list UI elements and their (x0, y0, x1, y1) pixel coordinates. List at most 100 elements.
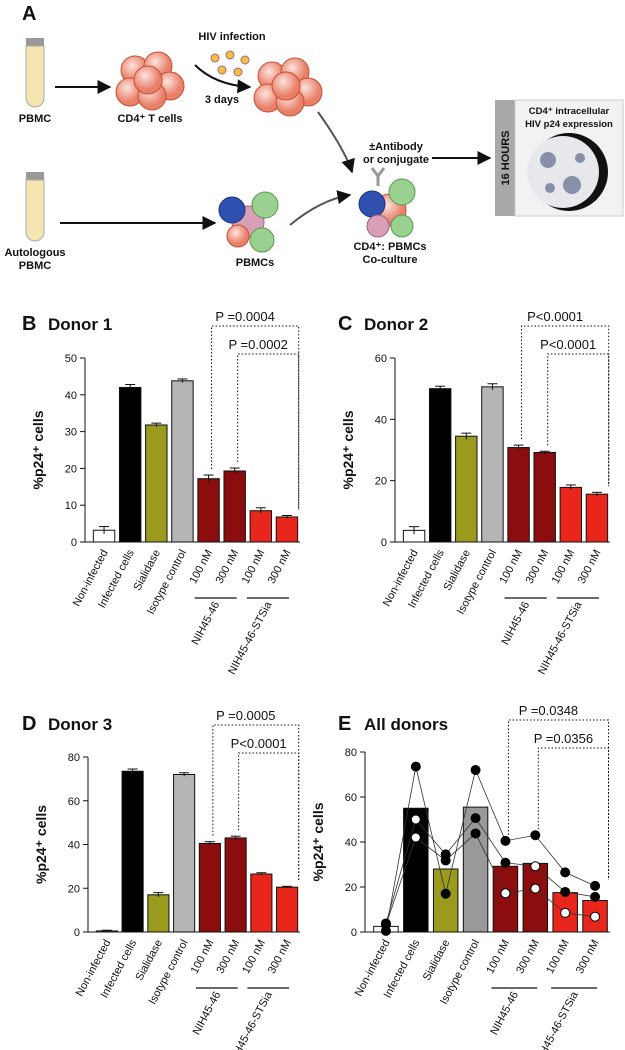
significance-label: P<0.0001 (231, 736, 287, 751)
time-bar (495, 100, 515, 216)
bar (432, 868, 459, 933)
x-tick-label: 100 nM (497, 548, 525, 586)
label: Autologous (4, 247, 65, 259)
significance-label: P =0.0005 (216, 708, 275, 723)
well (527, 136, 599, 208)
donor-point (410, 814, 421, 825)
x-tick-label: 300 nM (214, 938, 242, 976)
antibody-icon (370, 167, 386, 186)
bar (455, 435, 478, 543)
bar (197, 478, 220, 543)
label: PBMCs (236, 257, 275, 269)
x-tick-label: 300 nM (266, 938, 294, 976)
group-label: NIH45-46 (488, 990, 521, 1037)
y-tick-label: 10 (65, 500, 77, 512)
coculture-cells (358, 178, 416, 238)
bar (173, 774, 196, 933)
donor-point (560, 867, 571, 878)
x-tick-label: 300 nM (266, 548, 294, 586)
panel-a: A PBMC CD4⁺ T cells HIV infection 3 days… (4, 3, 624, 272)
y-tick-label: 20 (345, 882, 357, 894)
y-axis-label: %p24⁺ cells (340, 410, 356, 489)
significance-label: P<0.0001 (540, 337, 596, 352)
x-tick-label: 300 nM (514, 938, 542, 976)
label: 3 days (205, 94, 239, 106)
x-tick-label: 300 nM (576, 548, 604, 586)
bar (121, 770, 144, 933)
group-label: NIH45-46-STSia (226, 989, 275, 1050)
label: or conjugate (363, 154, 429, 166)
donor-line (385, 832, 596, 925)
arrow (194, 64, 252, 94)
y-tick-label: 60 (68, 796, 80, 808)
bar (275, 516, 299, 543)
bar (481, 386, 504, 543)
significance-label: P =0.0002 (228, 337, 287, 352)
chart-title: All donors (364, 715, 448, 734)
group-label: NIH45-46-STSia (226, 599, 275, 677)
charts: B Donor 1%p24⁺ cells01020304050Non-infect… (22, 309, 610, 1050)
tube (25, 45, 45, 108)
donor-point (470, 765, 481, 775)
donor-point (410, 761, 421, 772)
chart-title: Donor 3 (48, 715, 112, 734)
group-label: NIH45-46 (191, 990, 224, 1037)
bar (198, 842, 221, 933)
y-tick-label: 20 (375, 476, 387, 488)
group-label: NIH45-46 (500, 600, 533, 647)
bar (249, 510, 273, 543)
donor-point (530, 861, 541, 872)
panel-letter: C (338, 313, 352, 335)
bar (403, 807, 429, 933)
y-tick-label: 40 (345, 837, 357, 849)
donor-point (590, 911, 601, 922)
y-tick-label: 0 (351, 927, 357, 939)
bar (276, 886, 299, 933)
y-tick-label: 60 (345, 792, 357, 804)
group-label: NIH45-46-STSia (532, 989, 581, 1050)
donor-point (590, 880, 601, 891)
donor-point (560, 886, 571, 897)
group-label: NIH45-46 (190, 600, 223, 647)
x-tick-label: 100 nM (187, 548, 215, 586)
tube-cap (26, 172, 44, 180)
chart-title: Donor 1 (48, 315, 112, 334)
arrow (289, 190, 352, 226)
tube (25, 179, 45, 242)
significance-bracket (211, 325, 300, 510)
bar (559, 486, 583, 543)
panel-letter: D (22, 713, 36, 735)
label: Co-culture (363, 254, 418, 266)
donor-line (385, 766, 596, 931)
virions (210, 50, 250, 77)
label: HIV infection (198, 31, 266, 43)
x-tick-label: 100 nM (484, 938, 512, 976)
bar (171, 380, 194, 543)
panel-letter: A (22, 3, 36, 25)
significance-label: P =0.0348 (519, 703, 578, 718)
bar (145, 424, 168, 543)
donor-point (440, 849, 451, 860)
y-tick-label: 0 (71, 537, 77, 549)
bar (224, 837, 247, 933)
bar (533, 451, 556, 543)
donor-point (530, 830, 541, 841)
y-tick-label: 80 (345, 747, 357, 759)
significance-bracket (237, 353, 300, 510)
label: CD4⁺ T cells (117, 113, 182, 125)
arrow (317, 111, 355, 174)
label: ±Antibody (369, 141, 424, 153)
x-tick-label: 100 nM (240, 548, 268, 586)
label: CD4⁺ intracellular (529, 106, 610, 117)
donor-point (470, 828, 481, 839)
pbmc-cells (218, 191, 279, 253)
panel-letter: B (22, 313, 36, 335)
x-tick-label: 300 nM (214, 548, 242, 586)
donor-point (590, 891, 601, 902)
x-tick-label: 100 nM (189, 938, 217, 976)
x-tick-label: 300 nM (574, 938, 602, 976)
bar (118, 386, 142, 543)
donor-point (560, 907, 571, 918)
label: CD4⁺: PBMCs (353, 241, 426, 253)
